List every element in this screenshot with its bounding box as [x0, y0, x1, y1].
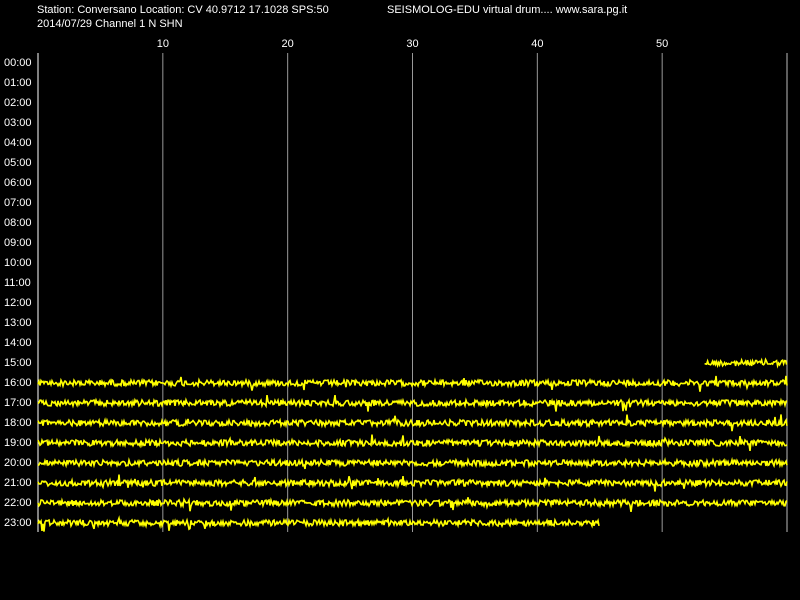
seismic-trace	[37, 375, 788, 392]
hour-label: 03:00	[4, 117, 32, 129]
seismic-trace	[37, 515, 600, 532]
hour-label: 19:00	[4, 437, 32, 449]
station-info: Station: Conversano Location: CV 40.9712…	[37, 4, 329, 16]
hour-label: 08:00	[4, 217, 32, 229]
hour-label: 04:00	[4, 137, 32, 149]
hour-label: 23:00	[4, 517, 32, 529]
hour-label: 02:00	[4, 97, 32, 109]
x-tick-label: 30	[406, 38, 418, 50]
hour-label: 12:00	[4, 297, 32, 309]
hour-label: 15:00	[4, 357, 32, 369]
hour-label: 18:00	[4, 417, 32, 429]
seismic-trace	[37, 496, 788, 513]
hour-label: 01:00	[4, 77, 32, 89]
seismic-trace	[37, 434, 788, 452]
program-info: SEISMOLOG-EDU virtual drum.... www.sara.…	[387, 4, 627, 16]
hour-label: 20:00	[4, 457, 32, 469]
x-tick-label: 20	[282, 38, 294, 50]
hour-label: 13:00	[4, 317, 32, 329]
x-tick-label: 40	[531, 38, 543, 50]
hour-label: 11:00	[4, 277, 31, 289]
hour-label: 16:00	[4, 377, 32, 389]
hour-label: 06:00	[4, 177, 32, 189]
seismic-trace	[37, 394, 788, 412]
x-tick-label: 10	[157, 38, 169, 50]
hour-label: 09:00	[4, 237, 32, 249]
hour-label: 10:00	[4, 257, 32, 269]
date-channel: 2014/07/29 Channel 1 N SHN	[37, 18, 183, 30]
seismic-trace	[37, 456, 788, 470]
hour-label: 21:00	[4, 477, 32, 489]
hour-label: 00:00	[4, 57, 32, 69]
hour-label: 17:00	[4, 397, 32, 409]
hour-label: 22:00	[4, 497, 32, 509]
hour-label: 14:00	[4, 337, 32, 349]
seismic-trace	[37, 474, 788, 492]
seismic-trace	[704, 357, 788, 369]
x-tick-label: 50	[656, 38, 668, 50]
hour-label: 05:00	[4, 157, 32, 169]
hour-label: 07:00	[4, 197, 32, 209]
seismic-trace	[37, 414, 788, 432]
